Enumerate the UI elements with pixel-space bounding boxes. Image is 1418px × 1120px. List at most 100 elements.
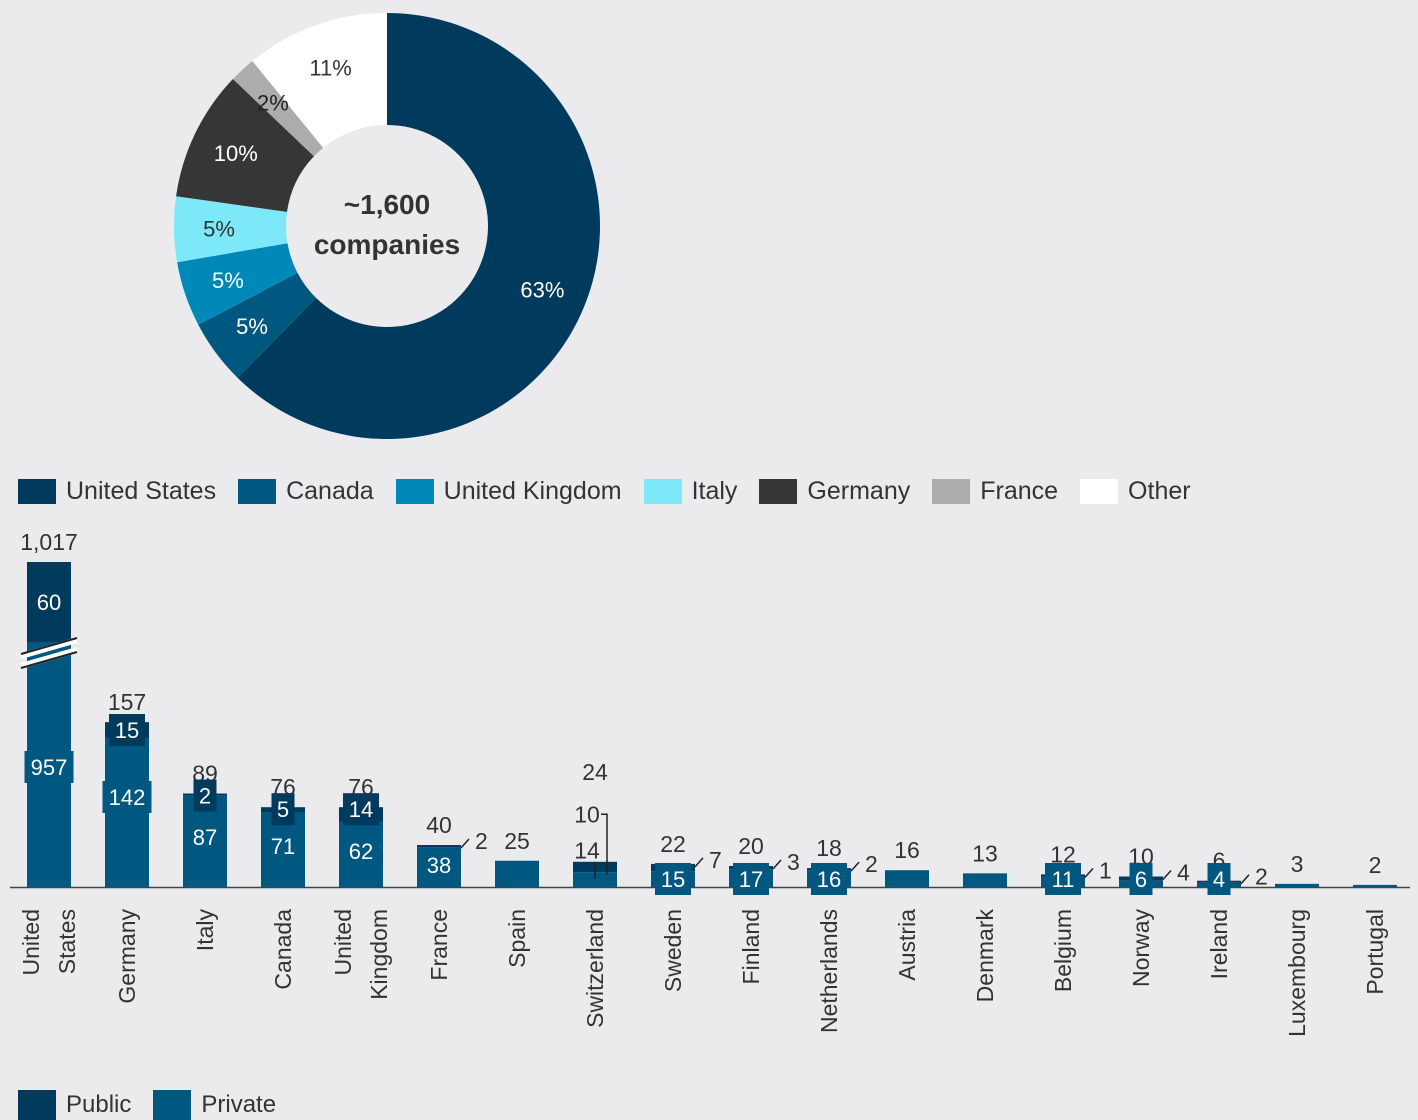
total-label-germany: 157 [108, 689, 146, 715]
slice-france [232, 60, 324, 157]
private-label-netherlands: 16 [817, 867, 841, 892]
private-label-norway-bg [1129, 863, 1153, 895]
axis-break-icon [20, 637, 78, 669]
slice-label-germany: 10% [214, 141, 258, 166]
private-label-ireland: 4 [1213, 867, 1225, 892]
bar-private-denmark [963, 873, 1007, 887]
public-leader-line [850, 861, 860, 872]
slice-canada [198, 272, 317, 378]
bar-private-switzerland [573, 872, 617, 887]
private-label-canada-bg [265, 829, 301, 862]
private-label-germany-bg [102, 781, 152, 813]
category-label-portugal-1: Portugal [1362, 909, 1388, 995]
legend-item-other: Other [1080, 477, 1191, 506]
public-label-canada: 5 [277, 797, 289, 822]
private-label-france-bg [421, 849, 457, 882]
public-label-united-states: 60 [37, 590, 61, 615]
category-label-luxembourg-1: Luxembourg [1284, 909, 1310, 1037]
total-label-france: 40 [426, 812, 452, 838]
slice-label-united-states: 63% [520, 278, 564, 303]
legend-swatch [643, 478, 682, 504]
private-label-belgium-bg [1045, 863, 1081, 895]
public-label-canada-bg [271, 793, 295, 826]
public-label-italy-bg [193, 779, 217, 812]
private-label-italy-bg [187, 820, 223, 853]
legend-label: Other [1128, 476, 1191, 505]
legend-label: United Kingdom [443, 476, 622, 505]
category-label-belgium-1: Belgium [1050, 909, 1076, 992]
public-label-ireland: 2 [1255, 864, 1268, 890]
legend-label: Public [66, 1091, 132, 1118]
public-leader-line [1162, 870, 1172, 880]
slice-united-kingdom [177, 243, 298, 325]
legend-item-public: Public [18, 1090, 131, 1120]
axis-break-bg [20, 637, 78, 669]
legend-swatch [759, 478, 798, 504]
private-label-germany: 142 [109, 785, 146, 810]
private-label-belgium: 11 [1052, 867, 1075, 892]
slice-italy [174, 196, 288, 263]
legend-item-united-states: United States [18, 477, 216, 506]
legend-item-france: France [932, 477, 1058, 506]
legend-swatch [238, 478, 277, 504]
legend-label: Private [201, 1091, 277, 1118]
private-label-united-kingdom: 62 [349, 839, 373, 864]
category-label-finland-1: Finland [738, 909, 764, 984]
category-label-austria-1: Austria [894, 909, 920, 981]
legend-item-private: Private [153, 1090, 276, 1120]
public-leader-line [1084, 867, 1094, 878]
legend-swatch [18, 478, 56, 504]
total-label-denmark: 13 [972, 840, 998, 866]
private-label-netherlands-bg [811, 863, 847, 895]
category-label-denmark-1: Denmark [972, 909, 998, 1003]
legend-swatch [153, 1090, 192, 1120]
total-label-sweden: 22 [660, 831, 686, 857]
private-label-finland: 17 [739, 867, 763, 892]
legend-label: Canada [286, 476, 374, 505]
legend-item-italy: Italy [643, 476, 738, 506]
total-label-netherlands: 18 [816, 835, 842, 861]
legend-label: France [980, 476, 1059, 505]
public-label-france: 2 [475, 828, 488, 854]
bar-private-austria [885, 870, 929, 887]
total-label-switzerland: 24 [582, 759, 608, 785]
public-label-germany-bg [109, 714, 145, 747]
legend-swatch [395, 478, 434, 504]
public-label-belgium: 1 [1099, 857, 1112, 883]
private-label-norway: 6 [1135, 867, 1147, 892]
total-label-austria: 16 [894, 837, 920, 863]
total-label-luxembourg: 3 [1291, 851, 1304, 877]
category-label-canada-1: Canada [270, 909, 296, 990]
public-label-sweden: 7 [709, 847, 722, 873]
public-label-united-kingdom-bg [343, 793, 379, 826]
slice-label-united-kingdom: 5% [212, 268, 244, 293]
private-label-sweden: 15 [661, 867, 685, 892]
private-label-switzerland: 14 [574, 837, 600, 863]
legend-swatch [932, 478, 971, 504]
public-label-netherlands: 2 [865, 851, 878, 877]
legend-item-united-kingdom: United Kingdom [395, 476, 622, 506]
center-label-line-2: companies [314, 229, 460, 260]
bar-private-luxembourg [1275, 883, 1319, 887]
public-label-united-states-bg [31, 586, 67, 618]
slice-label-other: 11% [309, 56, 351, 81]
private-label-united-states: 957 [31, 755, 68, 780]
private-label-france: 38 [427, 853, 451, 878]
public-leader-line [694, 857, 704, 868]
category-label-switzerland-1: Switzerland [582, 909, 608, 1028]
slice-other [252, 13, 387, 148]
bar-private-portugal [1353, 884, 1397, 887]
category-label-ireland-1: Ireland [1206, 909, 1232, 979]
bar-private-spain [495, 860, 539, 887]
donut-chart: 63% 5% 5% 5% 10% 2% 11% ~1,600 companies [174, 13, 600, 439]
legend-swatch [1080, 478, 1119, 504]
public-leader-line [594, 813, 608, 879]
total-label-portugal: 2 [1369, 852, 1382, 878]
ownership-legend: Public Private [18, 1090, 298, 1120]
private-label-united-states-bg [24, 751, 74, 783]
legend-label: Italy [691, 476, 738, 505]
category-label-spain-1: Spain [504, 909, 530, 968]
public-label-italy: 2 [199, 784, 211, 809]
category-label-france-1: France [426, 909, 452, 981]
